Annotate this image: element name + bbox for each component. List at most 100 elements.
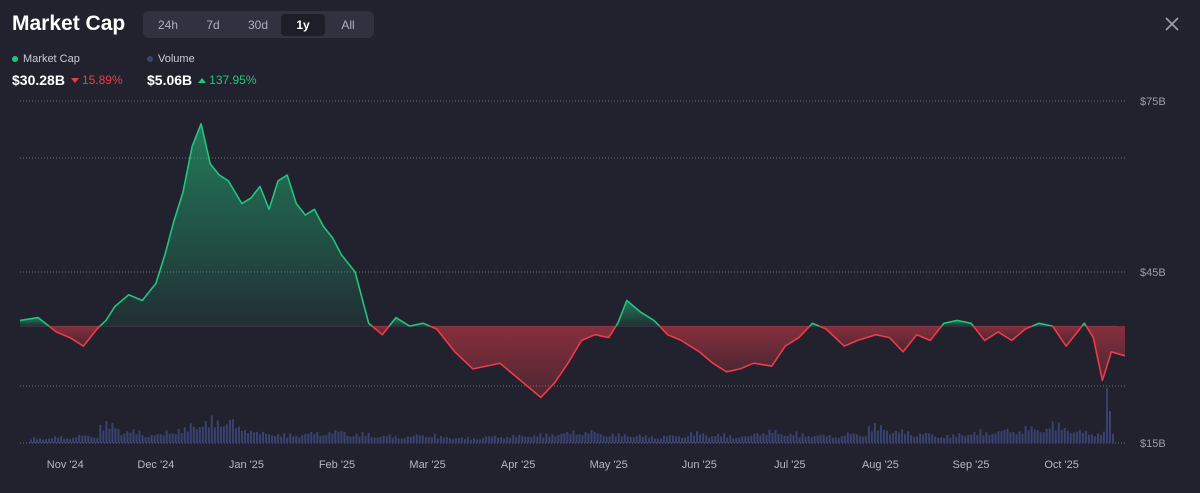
volume-bar bbox=[491, 436, 494, 443]
volume-bar bbox=[771, 433, 774, 443]
volume-bar bbox=[916, 436, 919, 443]
legend-market-cap-label: Market Cap bbox=[23, 53, 80, 65]
volume-bar bbox=[849, 434, 852, 443]
volume-bar bbox=[768, 429, 771, 443]
volume-bar bbox=[388, 434, 391, 443]
volume-bar bbox=[346, 435, 349, 443]
y-tick-label: $45B bbox=[1140, 267, 1166, 279]
volume-bar bbox=[1030, 426, 1033, 443]
volume-bar bbox=[470, 439, 473, 443]
volume-bar bbox=[524, 436, 527, 443]
tab-1y[interactable]: 1y bbox=[281, 13, 325, 36]
legend-market-cap: Market Cap bbox=[12, 53, 80, 65]
volume-bar bbox=[584, 432, 587, 443]
area-below-baseline bbox=[819, 326, 942, 352]
market-cap-line-down bbox=[972, 325, 1033, 342]
volume-bar bbox=[105, 421, 108, 443]
market-cap-line-up bbox=[388, 316, 431, 327]
volume-bar bbox=[904, 434, 907, 443]
volume-bar bbox=[120, 434, 123, 443]
volume-bar bbox=[1075, 431, 1078, 443]
volume-bar bbox=[482, 437, 485, 443]
tab-24h[interactable]: 24h bbox=[157, 17, 179, 32]
volume-bar bbox=[295, 435, 298, 443]
volume-bar bbox=[250, 430, 253, 443]
volume-bar bbox=[485, 436, 488, 443]
volume-bar bbox=[741, 436, 744, 443]
volume-bar bbox=[674, 436, 677, 443]
volume-bar bbox=[132, 429, 135, 443]
volume-bar bbox=[641, 437, 644, 443]
volume-bar bbox=[274, 436, 277, 443]
volume-bar bbox=[910, 435, 913, 443]
volume-bar bbox=[991, 434, 994, 443]
volume-bar bbox=[831, 437, 834, 443]
volume-bar bbox=[334, 430, 337, 443]
volume-bar bbox=[198, 427, 201, 443]
volume-bar bbox=[253, 432, 256, 443]
close-icon[interactable] bbox=[1162, 14, 1182, 34]
volume-bar bbox=[644, 435, 647, 443]
volume-bar bbox=[575, 434, 578, 443]
volume-bar bbox=[681, 437, 683, 443]
market-cap-line-down bbox=[371, 325, 390, 336]
volume-bar bbox=[234, 428, 237, 443]
volume-bar bbox=[111, 423, 114, 443]
volume-bar bbox=[632, 436, 635, 443]
volume-bar bbox=[237, 426, 240, 443]
volume-bar bbox=[322, 435, 325, 443]
volume-bar bbox=[286, 437, 289, 443]
volume-bar bbox=[937, 437, 940, 443]
volume-bar bbox=[409, 436, 412, 443]
volume-bar bbox=[1054, 430, 1057, 443]
x-tick-label: Aug '25 bbox=[862, 459, 899, 471]
tab-all[interactable]: All bbox=[341, 17, 355, 32]
volume-bar bbox=[578, 434, 581, 443]
volume-bar bbox=[42, 439, 45, 443]
volume-bar bbox=[1003, 429, 1006, 443]
volume-bar bbox=[183, 427, 186, 443]
volume-bar bbox=[973, 431, 976, 443]
volume-bar bbox=[207, 427, 210, 443]
volume-bar bbox=[801, 433, 804, 443]
volume-bar bbox=[298, 437, 301, 443]
volume-bar bbox=[671, 435, 674, 443]
volume-bar bbox=[138, 430, 141, 443]
volume-bar bbox=[1027, 430, 1030, 443]
volume-bar bbox=[888, 434, 891, 443]
volume-bar bbox=[412, 435, 415, 443]
volume-bar bbox=[623, 434, 626, 443]
volume-bar bbox=[807, 436, 810, 443]
market-cap-change-value: 15.89% bbox=[81, 73, 123, 87]
volume-bar bbox=[63, 438, 66, 443]
volume-bar bbox=[717, 433, 720, 443]
volume-bar bbox=[108, 428, 111, 443]
volume-bar bbox=[445, 437, 448, 443]
volume-bar bbox=[349, 436, 352, 443]
volume-bar bbox=[331, 433, 334, 443]
tab-30d[interactable]: 30d bbox=[247, 17, 269, 32]
market-cap-line-down bbox=[1051, 325, 1083, 347]
volume-bar bbox=[1072, 432, 1075, 443]
volume-bar bbox=[518, 434, 521, 443]
volume-bar bbox=[430, 437, 433, 443]
volume-bar bbox=[548, 436, 551, 443]
volume-bar bbox=[1024, 425, 1027, 443]
volume-bar bbox=[729, 435, 732, 443]
volume-bar bbox=[542, 437, 545, 443]
volume-bar bbox=[711, 436, 714, 443]
volume-bar bbox=[662, 435, 665, 443]
volume-bar bbox=[1051, 421, 1054, 443]
volume-bar bbox=[271, 435, 274, 443]
volume-bar bbox=[828, 435, 831, 443]
volume-change-value: 137.95% bbox=[209, 73, 257, 87]
volume-bar bbox=[479, 439, 482, 443]
tab-7d[interactable]: 7d bbox=[206, 17, 220, 32]
volume-bar bbox=[563, 433, 566, 443]
volume-bar bbox=[48, 438, 51, 443]
volume-bar bbox=[159, 434, 162, 443]
market-cap-line-down bbox=[1085, 325, 1126, 382]
volume-bar bbox=[1090, 434, 1093, 443]
volume-bar bbox=[90, 437, 93, 443]
